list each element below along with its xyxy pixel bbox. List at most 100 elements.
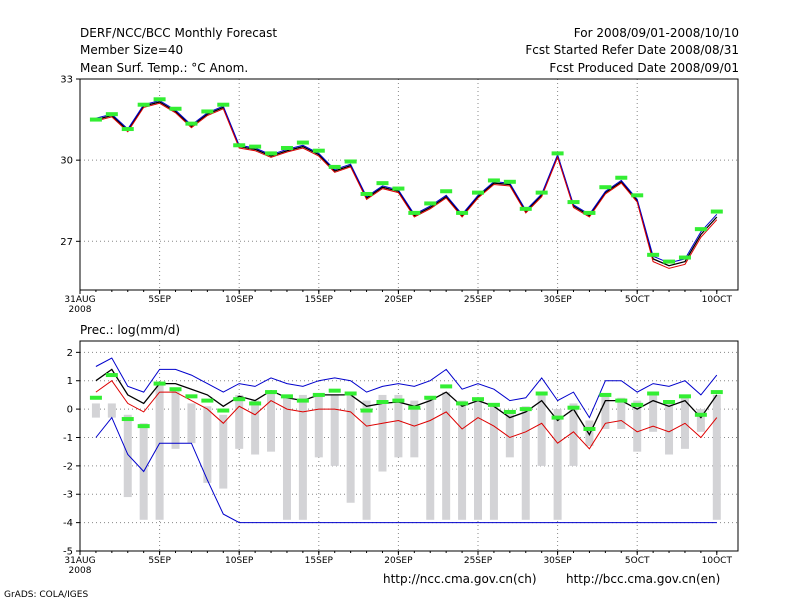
reference-marker — [567, 200, 580, 205]
reference-marker — [233, 397, 246, 402]
reference-marker — [153, 97, 166, 102]
reference-marker — [360, 191, 373, 196]
spread-bar — [410, 400, 419, 458]
y-tick-label: -3 — [63, 490, 73, 501]
spread-bar — [426, 397, 435, 520]
reference-marker — [89, 117, 102, 122]
x-tick-label: 30SEP — [543, 556, 572, 566]
reference-marker — [694, 412, 707, 417]
reference-marker — [169, 106, 182, 111]
series-line-upper — [95, 357, 718, 419]
member-size: Member Size=40 — [80, 43, 184, 57]
spread-bar — [378, 394, 387, 472]
reference-marker — [121, 417, 134, 422]
spread-bar — [474, 397, 482, 520]
spread-bar — [298, 394, 307, 520]
reference-marker — [408, 210, 421, 215]
x-tick-label: 10SEP — [225, 556, 254, 566]
spread-bar — [649, 394, 658, 432]
series-line-mean — [95, 101, 718, 267]
x-tick-label: 15SEP — [305, 295, 334, 305]
reference-marker — [328, 388, 341, 393]
x-tick-label: 20SEP — [384, 556, 413, 566]
forecast-period: For 2008/09/01-2008/10/10 — [573, 26, 739, 40]
url-en-link[interactable]: http://bcc.cma.gov.cn(en) — [566, 572, 721, 586]
x-tick-label: 31AUG — [64, 556, 95, 566]
spread-bar — [665, 400, 674, 455]
reference-marker — [201, 109, 214, 114]
reference-marker — [265, 390, 278, 395]
reference-marker — [599, 185, 612, 190]
reference-marker — [185, 394, 198, 399]
x-tick-label: 5SEP — [148, 295, 171, 305]
reference-marker — [249, 144, 262, 149]
y-tick-label: -1 — [63, 433, 73, 444]
reference-marker — [440, 189, 453, 194]
reference-marker — [710, 209, 723, 214]
reference-marker — [121, 127, 134, 132]
reference-marker — [599, 392, 612, 397]
spread-bar — [91, 403, 100, 418]
spread-bar — [171, 389, 180, 449]
spread-bar — [219, 414, 228, 489]
spread-bar — [155, 383, 164, 520]
reference-marker — [312, 148, 325, 153]
reference-marker — [169, 387, 182, 392]
spread-bar — [107, 403, 116, 418]
reference-marker — [678, 394, 691, 399]
spread-bar — [458, 400, 467, 520]
reference-marker — [137, 102, 150, 107]
reference-marker — [583, 426, 596, 431]
reference-marker — [424, 201, 437, 206]
reference-marker — [631, 193, 644, 198]
reference-marker — [105, 112, 118, 117]
spread-bar — [601, 394, 610, 429]
reference-marker — [503, 409, 516, 414]
spread-bar — [251, 400, 260, 455]
series-line-lower — [95, 379, 718, 450]
reference-marker — [296, 398, 309, 403]
reference-marker — [487, 178, 500, 183]
reference-marker — [344, 159, 357, 164]
reference-marker — [233, 143, 246, 148]
reference-marker — [440, 384, 453, 389]
reference-marker — [615, 398, 628, 403]
y-tick-label: 1 — [67, 376, 73, 387]
y-tick-label: -4 — [63, 518, 73, 529]
reference-marker — [551, 415, 564, 420]
spread-bar — [346, 394, 355, 503]
reference-marker — [280, 394, 293, 399]
spread-bar — [680, 394, 689, 449]
reference-marker — [503, 179, 516, 184]
x-tick-label: 10OCT — [702, 556, 733, 566]
spread-bar — [235, 394, 244, 449]
reference-marker — [631, 402, 644, 407]
y-tick-label: 2 — [67, 348, 73, 359]
reference-marker — [424, 395, 437, 400]
reference-marker — [376, 400, 389, 405]
reference-marker — [472, 397, 484, 402]
reference-marker — [89, 395, 102, 400]
spread-bar — [330, 394, 339, 466]
spread-bar — [442, 392, 451, 520]
x-tick-label: 25SEP — [464, 295, 493, 305]
reference-marker — [249, 401, 262, 406]
spread-bar — [123, 414, 132, 498]
reference-marker — [519, 407, 532, 412]
reference-marker — [647, 391, 660, 396]
reference-marker — [312, 392, 325, 397]
reference-marker — [105, 373, 118, 378]
forecast-start-date: Fcst Started Refer Date 2008/08/31 — [525, 43, 739, 57]
x-tick-label: 5OCT — [625, 295, 650, 305]
grads-credit: GrADS: COLA/IGES — [4, 590, 89, 600]
reference-marker — [615, 175, 628, 180]
spread-bar — [187, 403, 196, 444]
chart-title: DERF/NCC/BCC Monthly Forecast — [80, 26, 278, 40]
x-tick-label: 10OCT — [702, 295, 733, 305]
y-tick-label: 33 — [60, 75, 73, 86]
x-tick-label: 15SEP — [305, 556, 334, 566]
url-ch-link[interactable]: http://ncc.cma.gov.cn(ch) — [383, 572, 537, 586]
x-year-label: 2008 — [69, 305, 92, 315]
x-tick-label: 5SEP — [148, 556, 171, 566]
spread-bar — [569, 403, 578, 466]
